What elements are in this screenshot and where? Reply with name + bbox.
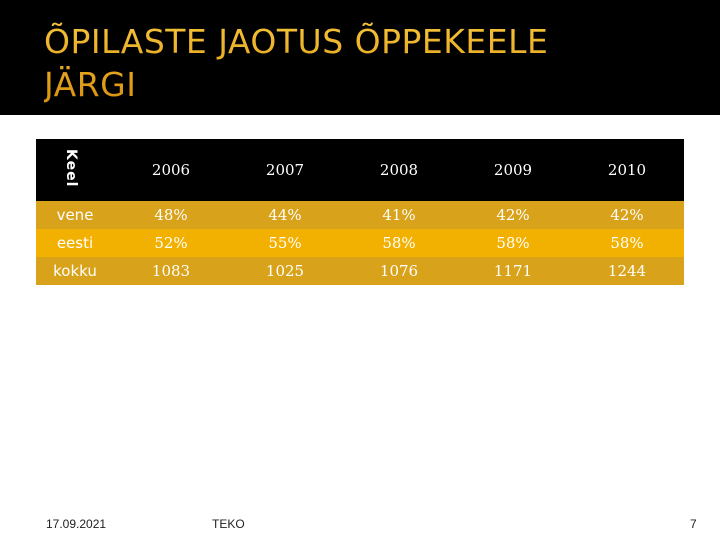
table-cell: 1076 <box>379 262 419 280</box>
corner-cell: Keel <box>36 139 114 201</box>
table-row: kokku 1083 1025 1076 1171 1244 <box>36 257 684 285</box>
table-cell: 1025 <box>265 262 305 280</box>
slide-title: ÕPILASTE JAOTUS ÕPPEKEELE JÄRGI <box>44 20 644 106</box>
footer-date: 17.09.2021 <box>46 517 107 531</box>
row-label: eesti <box>56 234 94 252</box>
title-bar: ÕPILASTE JAOTUS ÕPPEKEELE JÄRGI <box>0 0 720 115</box>
year-header: 2006 <box>151 161 191 179</box>
table-cell: 41% <box>382 206 416 224</box>
table-header-row: Keel 2006 2007 2008 2009 2010 <box>36 139 684 201</box>
footer-org: TEKO <box>212 517 245 531</box>
table-cell: 48% <box>154 206 188 224</box>
table-cell: 58% <box>382 234 416 252</box>
row-label: vene <box>56 206 94 224</box>
table-cell: 1171 <box>493 262 533 280</box>
table-row: eesti 52% 55% 58% 58% 58% <box>36 229 684 257</box>
table-cell: 52% <box>154 234 188 252</box>
table-cell: 42% <box>610 206 644 224</box>
table-row: vene 48% 44% 41% 42% 42% <box>36 201 684 229</box>
table-cell: 58% <box>496 234 530 252</box>
table-cell: 58% <box>610 234 644 252</box>
table-cell: 42% <box>496 206 530 224</box>
table-cell: 44% <box>268 206 302 224</box>
page-number: 7 <box>690 517 697 531</box>
year-header: 2007 <box>265 161 305 179</box>
table-cell: 55% <box>268 234 302 252</box>
year-header: 2010 <box>607 161 647 179</box>
year-header: 2008 <box>379 161 419 179</box>
column-label-keel: Keel <box>63 149 79 188</box>
table-cell: 1244 <box>607 262 647 280</box>
table-cell: 1083 <box>151 262 191 280</box>
year-header: 2009 <box>493 161 533 179</box>
row-label: kokku <box>53 262 97 280</box>
data-table: Keel 2006 2007 2008 2009 2010 vene 48% 4… <box>36 139 684 285</box>
